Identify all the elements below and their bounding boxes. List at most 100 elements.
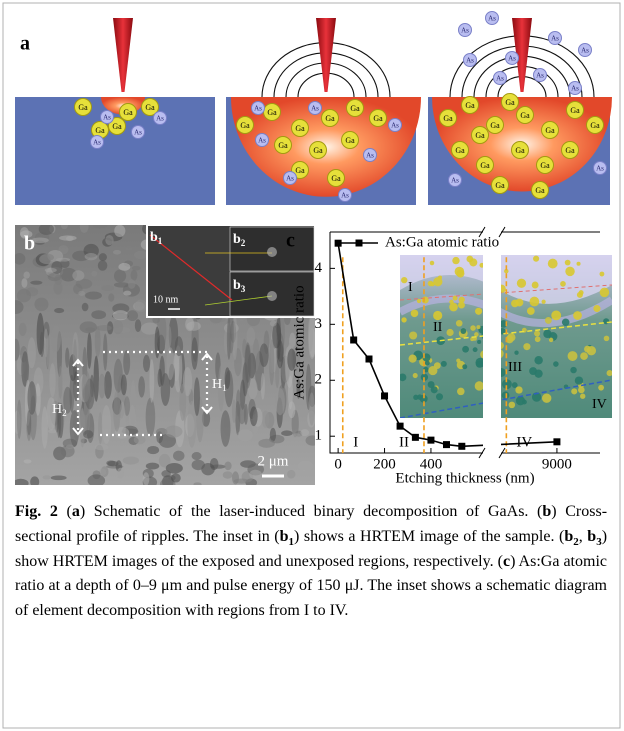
- texture: [175, 336, 183, 356]
- inset-atom: [580, 394, 585, 399]
- texture: [138, 376, 145, 398]
- inset-atom: [523, 343, 530, 350]
- ga-label: Ga: [345, 136, 355, 145]
- texture: [234, 478, 249, 483]
- texture: [113, 320, 123, 334]
- ga-label: Ga: [78, 103, 88, 112]
- ga-label: Ga: [278, 141, 288, 150]
- inset-scale: 10 nm: [153, 294, 179, 305]
- inset-atom: [593, 305, 600, 312]
- data-point: [412, 434, 419, 441]
- texture: [165, 425, 183, 437]
- caption-run: b: [587, 528, 596, 545]
- texture: [117, 468, 124, 479]
- inset-atom: [603, 318, 609, 324]
- ga-label: Ga: [490, 121, 500, 130]
- texture: [98, 260, 108, 270]
- ga-label: Ga: [495, 181, 505, 190]
- inset-atom: [431, 386, 438, 393]
- panel-label: a: [20, 33, 30, 55]
- inset-atom: [598, 385, 604, 391]
- panel-b: [8, 219, 321, 490]
- texture: [132, 266, 141, 271]
- texture: [232, 399, 236, 423]
- inset-atom: [514, 351, 518, 355]
- inset-atom: [475, 381, 484, 390]
- texture: [85, 291, 102, 299]
- texture: [12, 339, 19, 361]
- as-label: As: [451, 177, 459, 185]
- caption-run: ) shows a HRTEM image of the sample. (: [294, 528, 564, 545]
- texture: [51, 475, 67, 480]
- inset-atom: [527, 307, 535, 315]
- scale-bar-label: 2 μm: [258, 453, 289, 469]
- texture: [39, 223, 54, 235]
- height-label-sub: 1: [222, 383, 227, 393]
- inset-atom: [604, 336, 610, 342]
- as-label: As: [134, 129, 142, 137]
- inset-atom: [457, 388, 465, 396]
- texture: [276, 340, 283, 369]
- texture: [143, 355, 150, 372]
- texture: [49, 363, 55, 397]
- texture: [13, 479, 29, 488]
- ga-label: Ga: [145, 103, 155, 112]
- texture: [134, 435, 146, 444]
- as-label: As: [258, 137, 266, 145]
- caption-run: a: [72, 503, 80, 520]
- ga-label: Ga: [565, 146, 575, 155]
- inset-atom: [549, 338, 553, 342]
- texture: [125, 246, 134, 250]
- as-label: As: [596, 165, 604, 173]
- ga-label: Ga: [295, 124, 305, 133]
- inset-region-label: IV: [592, 397, 607, 412]
- texture: [102, 405, 111, 444]
- texture: [94, 444, 108, 450]
- texture: [158, 369, 163, 387]
- inset-atom: [409, 355, 417, 363]
- ga-label: Ga: [475, 131, 485, 140]
- ga-label: Ga: [313, 146, 323, 155]
- inset-atom: [568, 351, 578, 361]
- as-label: As: [536, 72, 544, 80]
- texture: [135, 319, 141, 332]
- ga-label: Ga: [505, 98, 515, 107]
- laser-beam: [113, 18, 133, 92]
- inset-atom: [535, 336, 541, 342]
- inset-atom: [587, 346, 596, 355]
- inset-atom: [462, 364, 467, 369]
- texture: [123, 350, 130, 375]
- panel-a: Ga Ga Ga Ga Ga As As As As Ga Ga Ga Ga Ga Ga Ga Ga Ga Ga Ga…: [15, 12, 612, 206]
- inset-atom: [470, 325, 476, 331]
- texture: [114, 225, 125, 237]
- ga-label: Ga: [95, 126, 105, 135]
- as-label: As: [366, 152, 374, 160]
- ga-label: Ga: [295, 166, 305, 175]
- texture: [56, 258, 70, 262]
- texture: [236, 390, 241, 417]
- ga-label: Ga: [570, 106, 580, 115]
- fft-spot: [267, 291, 277, 301]
- data-point: [381, 392, 388, 399]
- ga-label: Ga: [267, 108, 277, 117]
- texture: [88, 474, 106, 486]
- ga-label: Ga: [465, 101, 475, 110]
- data-point: [365, 356, 372, 363]
- inset-atom: [422, 296, 429, 303]
- as-label: As: [508, 55, 516, 63]
- ga-label: Ga: [480, 161, 490, 170]
- texture: [292, 433, 301, 438]
- caption-run: (: [58, 503, 72, 520]
- panel-label: c: [286, 230, 295, 252]
- texture: [23, 271, 30, 278]
- inset-atom: [417, 299, 421, 303]
- inset-atom: [413, 373, 418, 378]
- texture: [108, 293, 114, 301]
- fft-spot: [267, 247, 277, 257]
- texture: [17, 400, 22, 439]
- ga-label: Ga: [350, 104, 360, 113]
- texture: [48, 273, 61, 281]
- as-label: As: [496, 75, 504, 83]
- texture: [105, 235, 113, 245]
- ga-label: Ga: [535, 186, 545, 195]
